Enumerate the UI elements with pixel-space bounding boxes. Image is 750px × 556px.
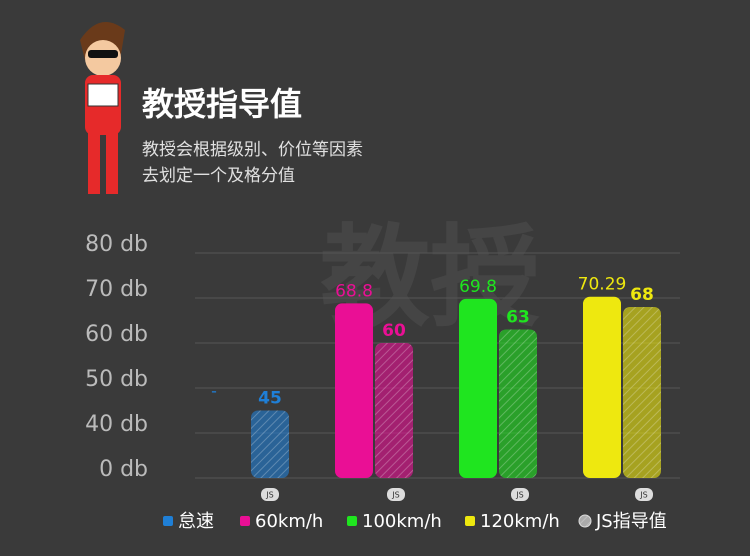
value-label: 63 <box>506 308 530 328</box>
value-label: - <box>211 382 217 401</box>
badge: JS <box>639 491 647 500</box>
legend-swatch <box>163 516 173 526</box>
legend-swatch <box>347 516 357 526</box>
y-tick-label: 0 db <box>99 457 148 482</box>
bar <box>335 303 373 478</box>
value-label: 68.8 <box>335 281 373 301</box>
legend-label: 60km/h <box>255 511 323 532</box>
badge-bg <box>261 488 279 501</box>
y-tick-label: 50 db <box>85 367 148 392</box>
subtitle: 教授会根据级别、价位等因素 <box>142 140 363 160</box>
badge-bg <box>387 488 405 501</box>
badge-bg <box>635 488 653 501</box>
value-label: 60 <box>382 321 406 341</box>
value-label: 70.29 <box>578 275 627 295</box>
bar <box>459 298 497 478</box>
legend-label: JS指导值 <box>595 511 667 532</box>
badge: JS <box>265 491 273 500</box>
legend-swatch-hatch <box>578 514 592 528</box>
y-tick-label: 40 db <box>85 412 148 437</box>
badge: JS <box>515 491 523 500</box>
legend-label: 怠速 <box>178 511 214 532</box>
y-tick-label: 70 db <box>85 277 148 302</box>
bar-hatch <box>375 343 413 478</box>
title: 教授指导值 <box>142 85 302 123</box>
bar-hatch <box>251 410 289 478</box>
value-label: 69.8 <box>459 277 497 297</box>
bar-hatch <box>623 307 661 478</box>
y-tick-label: 60 db <box>85 322 148 347</box>
badge-bg <box>511 488 529 501</box>
y-tick-label: 80 db <box>85 232 148 257</box>
legend-swatch <box>240 516 250 526</box>
value-label: 68 <box>630 285 654 305</box>
bar <box>583 296 621 478</box>
badge: JS <box>391 491 399 500</box>
value-label: 45 <box>258 389 282 409</box>
bar-hatch <box>499 329 537 478</box>
legend-label: 120km/h <box>480 511 560 532</box>
legend-label: 100km/h <box>362 511 442 532</box>
legend-swatch <box>465 516 475 526</box>
mascot <box>80 22 125 194</box>
subtitle: 去划定一个及格分值 <box>142 166 295 186</box>
